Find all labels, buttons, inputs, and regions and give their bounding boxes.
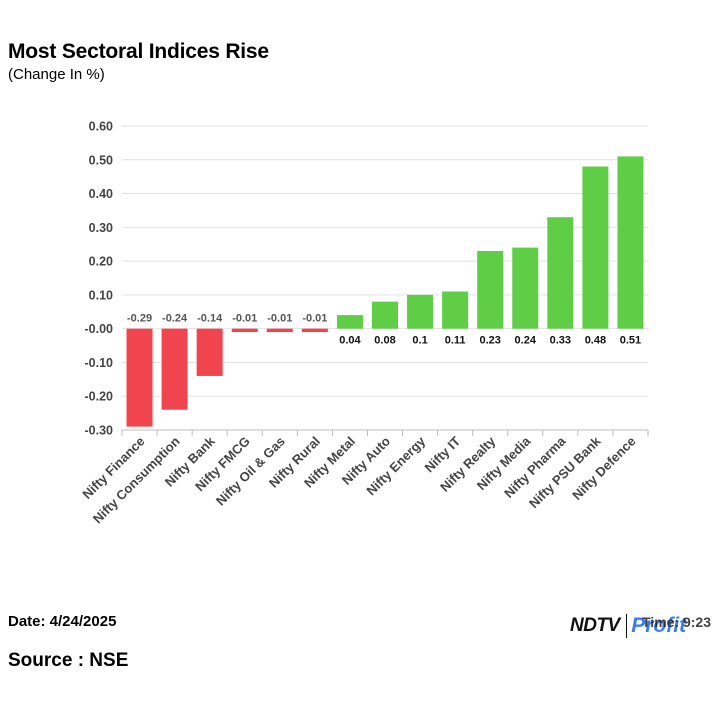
data-label: 0.1 bbox=[412, 335, 427, 347]
bar bbox=[442, 291, 469, 329]
logo-profit-text: Profit bbox=[631, 614, 687, 637]
y-tick-label: 0.40 bbox=[89, 187, 113, 201]
y-tick-label: -0.00 bbox=[85, 322, 114, 336]
logo-ndtv-text: NDTV bbox=[570, 615, 620, 636]
y-tick-label: 0.60 bbox=[89, 120, 113, 134]
data-label: -0.29 bbox=[127, 313, 152, 325]
bar bbox=[336, 315, 363, 329]
data-label: -0.01 bbox=[267, 313, 292, 325]
data-label: 0.04 bbox=[339, 335, 361, 347]
bar bbox=[196, 328, 223, 376]
bar bbox=[477, 250, 504, 329]
source-label: Source : NSE bbox=[8, 650, 129, 671]
data-label: -0.14 bbox=[197, 313, 223, 325]
y-tick-label: 0.10 bbox=[89, 288, 113, 302]
data-label: -0.01 bbox=[232, 313, 257, 325]
data-label: 0.48 bbox=[585, 335, 606, 347]
date-label: Date: 4/24/2025 bbox=[8, 613, 117, 630]
data-label: -0.24 bbox=[162, 313, 188, 325]
bar bbox=[266, 328, 293, 333]
time-label: Time: 9:23 bbox=[642, 614, 711, 630]
bar bbox=[231, 328, 258, 333]
bar bbox=[407, 294, 434, 329]
data-label: 0.33 bbox=[550, 335, 571, 347]
data-label: -0.01 bbox=[302, 313, 327, 325]
y-tick-label: -0.20 bbox=[85, 390, 114, 404]
data-label: 0.24 bbox=[515, 335, 537, 347]
y-tick-label: 0.20 bbox=[89, 255, 113, 269]
x-category-label: Nifty Defence bbox=[569, 434, 638, 503]
ndtv-profit-logo: NDTV Profit bbox=[570, 612, 686, 640]
chart-subtitle: (Change In %) bbox=[8, 66, 105, 83]
bar bbox=[126, 328, 153, 427]
bar bbox=[582, 166, 609, 329]
chart-title: Most Sectoral Indices Rise bbox=[8, 40, 269, 63]
bar bbox=[547, 217, 574, 329]
y-tick-label: 0.50 bbox=[89, 153, 113, 167]
y-tick-label: -0.10 bbox=[85, 356, 114, 370]
bar bbox=[161, 328, 188, 410]
y-tick-label: -0.30 bbox=[85, 424, 114, 438]
bar bbox=[617, 156, 644, 329]
data-label: 0.08 bbox=[374, 335, 395, 347]
data-label: 0.11 bbox=[445, 335, 466, 347]
bar bbox=[372, 301, 398, 329]
bar bbox=[512, 247, 539, 329]
data-label: 0.23 bbox=[479, 335, 500, 347]
y-tick-label: 0.30 bbox=[89, 221, 113, 235]
bar bbox=[301, 328, 328, 333]
logo-divider bbox=[625, 614, 628, 638]
data-label: 0.51 bbox=[620, 335, 641, 347]
